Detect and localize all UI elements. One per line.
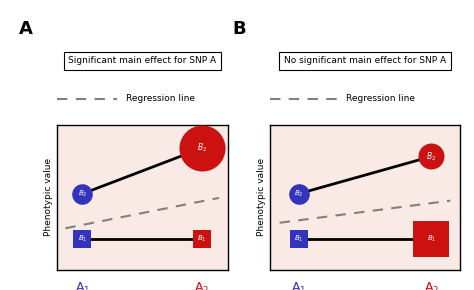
Point [295,237,302,242]
Text: $B_2$: $B_2$ [78,189,87,199]
Text: $B_2$: $B_2$ [426,150,437,163]
Text: Regression line: Regression line [346,94,415,103]
Text: $B_2$: $B_2$ [197,142,207,155]
Text: A$_1$: A$_1$ [75,281,90,290]
Point [198,237,206,242]
Text: B: B [232,20,246,38]
Point [295,191,302,196]
Text: Regression line: Regression line [126,94,195,103]
Point [79,237,86,242]
Text: $B_2$: $B_2$ [294,189,303,199]
Text: A$_2$: A$_2$ [424,281,439,290]
Point [428,154,435,159]
Text: $B_1$: $B_1$ [427,234,436,244]
Text: A$_1$: A$_1$ [291,281,306,290]
Y-axis label: Phenotypic value: Phenotypic value [44,158,53,236]
Text: $B_1$: $B_1$ [78,234,87,244]
Point [198,146,206,151]
Point [428,237,435,242]
Text: A: A [19,20,33,38]
Text: $B_1$: $B_1$ [197,234,207,244]
Text: $B_1$: $B_1$ [294,234,303,244]
Y-axis label: Phenotypic value: Phenotypic value [257,158,266,236]
Text: A$_2$: A$_2$ [194,281,210,290]
Point [79,191,86,196]
Text: Significant main effect for SNP A: Significant main effect for SNP A [68,56,216,66]
Text: No significant main effect for SNP A: No significant main effect for SNP A [284,56,446,66]
